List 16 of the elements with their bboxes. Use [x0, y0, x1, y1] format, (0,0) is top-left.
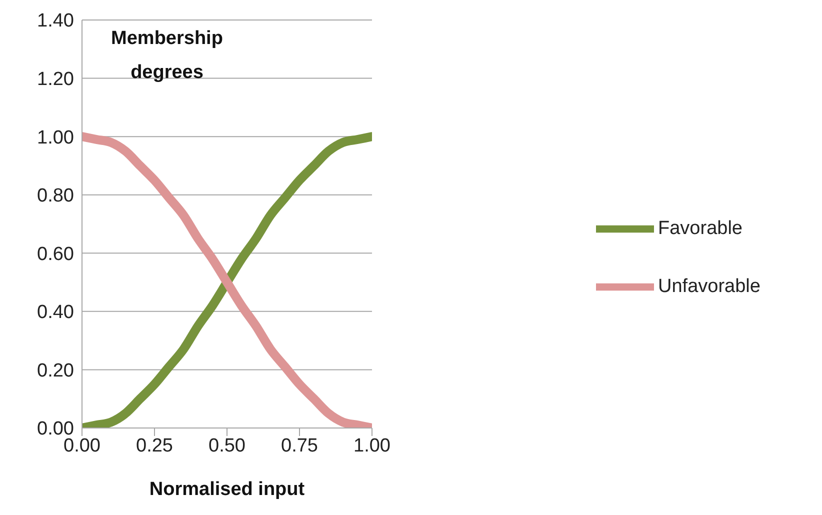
x-tick-label: 0.75 — [281, 435, 318, 456]
y-axis-title: Membership degrees — [110, 27, 224, 85]
x-axis-title: Normalised input — [149, 479, 306, 500]
x-tick-label: 0.50 — [208, 435, 246, 456]
y-tick-label: 1.40 — [37, 10, 74, 32]
y-tick-label: 0.40 — [37, 302, 74, 324]
y-tick-label: 1.00 — [37, 127, 74, 148]
legend-label: Favorable — [658, 218, 742, 239]
x-tick-label: 0.25 — [136, 435, 173, 456]
x-tick-label: 1.00 — [354, 435, 390, 456]
y-tick-label: 0.80 — [37, 186, 74, 207]
y-tick-label: 1.20 — [37, 69, 74, 90]
legend-label: Unfavorable — [658, 276, 760, 297]
y-tick-label: 0.60 — [37, 244, 74, 265]
y-tick-label: 0.20 — [37, 360, 74, 382]
x-tick-label: 0.00 — [64, 435, 100, 456]
